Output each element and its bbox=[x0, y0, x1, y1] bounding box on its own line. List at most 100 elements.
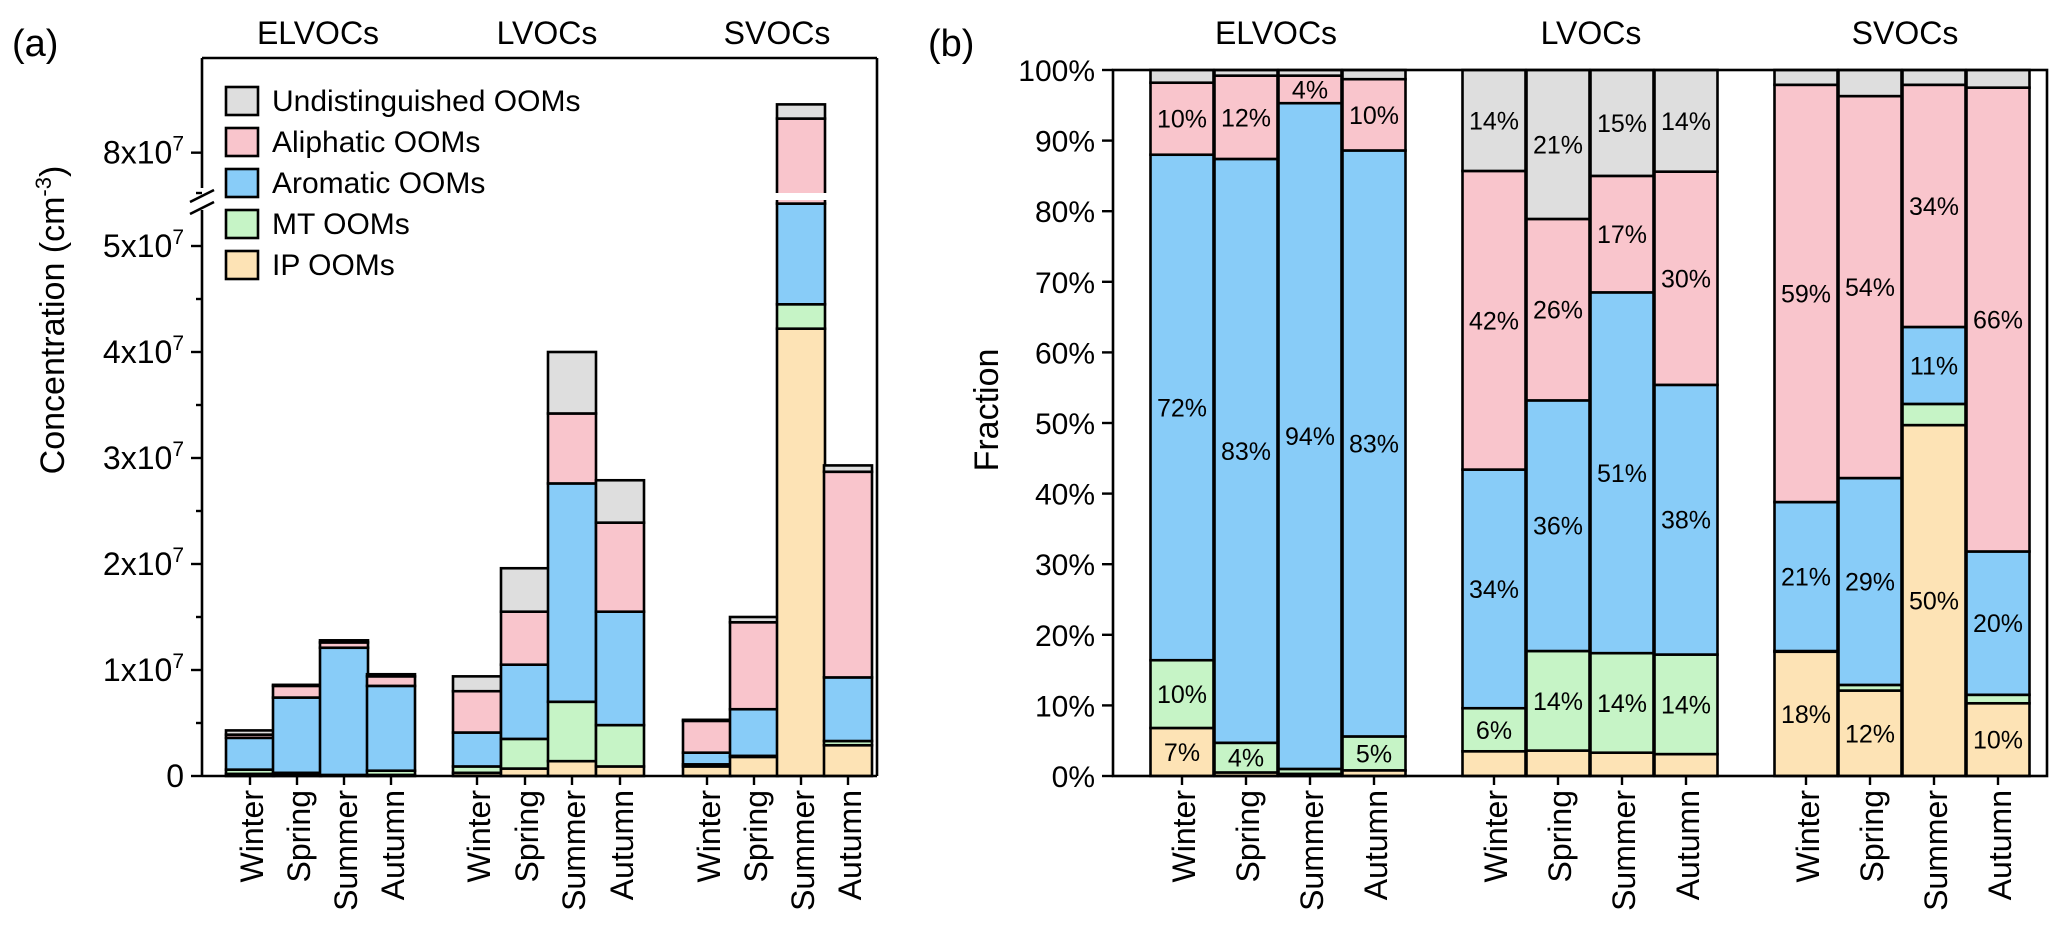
panel-b-data-label: 83% bbox=[1221, 438, 1271, 466]
panel-b-bar-segment-aliphatic bbox=[1341, 77, 1407, 152]
panel-b-data-label: 4% bbox=[1228, 745, 1264, 773]
panel-b-x-tick-label: Summer bbox=[1606, 790, 1642, 911]
legend-swatch-aromatic bbox=[224, 167, 260, 199]
panel-b-x-tick-label: Autumn bbox=[1982, 790, 2018, 900]
y-axis-title-close: ) bbox=[34, 166, 72, 177]
panel-a-bar-segment-undistinguished bbox=[365, 672, 417, 678]
panel-a-bar-segment-aliphatic bbox=[775, 117, 827, 205]
panel-b-data-label: 10% bbox=[1157, 106, 1207, 134]
panel-a-x-tick-label: Winter bbox=[234, 790, 270, 883]
panel-b-data-label: 14% bbox=[1661, 691, 1711, 719]
panel-b-data-label: 6% bbox=[1476, 717, 1512, 745]
panel-b-bar-segment-ip bbox=[1525, 749, 1591, 778]
panel-a-bar-segment-aromatic bbox=[499, 663, 551, 741]
panel-a-group-label: SVOCs bbox=[724, 15, 831, 51]
panel-a-y-tick-label: 3x107 bbox=[103, 438, 184, 476]
panel-a-x-tick-label: Winter bbox=[691, 790, 727, 883]
panel-a-bar-segment-aliphatic bbox=[822, 470, 874, 679]
panel-a-bar-segment-aromatic bbox=[451, 731, 503, 768]
panel-b-data-label: 72% bbox=[1157, 394, 1207, 422]
panel-a-bar-segment-aromatic bbox=[271, 696, 323, 775]
panel-b-y-tick-label: 80% bbox=[1035, 196, 1095, 229]
panel-b-x-tick-label: Autumn bbox=[1358, 790, 1394, 900]
panel-a-x-tick-label: Spring bbox=[281, 790, 317, 883]
panel-b-y-tick-label: 10% bbox=[1035, 690, 1095, 723]
panel-b-axes bbox=[1102, 68, 2049, 785]
y-tick-mantissa: 4x10 bbox=[103, 334, 172, 370]
panel-a-bar-segment-aromatic bbox=[822, 676, 874, 743]
panel-b-x-tick-label: Autumn bbox=[1670, 790, 1706, 900]
panel-a-x-tick-label: Autumn bbox=[375, 790, 411, 900]
panel-b-data-label: 18% bbox=[1781, 701, 1831, 729]
panel-a-bar-segment-undistinguished bbox=[499, 566, 551, 613]
panel-a-bar-segment-aliphatic bbox=[499, 610, 551, 667]
panel-b-data-label: 14% bbox=[1469, 107, 1519, 135]
panel-a-bar-segment-aromatic bbox=[594, 610, 646, 727]
panel-b-x-tick-label: Spring bbox=[1854, 790, 1890, 883]
panel-b-bar-segment-undistinguished bbox=[1589, 68, 1655, 178]
panel-b-data-label: 21% bbox=[1781, 564, 1831, 592]
panel-b-bar-segment-aliphatic bbox=[1525, 217, 1591, 402]
panel-a-bar-segment-aliphatic bbox=[451, 689, 503, 734]
panel-b-data-label: 34% bbox=[1469, 576, 1519, 604]
panel-b-text: ELVOCs 7% 10% 72% 10% Winter 4% 83% 12% Spring 94%… bbox=[1018, 15, 2023, 911]
panel-b-data-label: 51% bbox=[1597, 460, 1647, 488]
panel-b-bar-segment-ip bbox=[1461, 749, 1527, 778]
panel-b-data-label: 17% bbox=[1597, 221, 1647, 249]
panel-b-bar-segment-aromatic bbox=[1525, 399, 1591, 653]
panel-b-data-label: 10% bbox=[1973, 727, 2023, 755]
panel-a-bars bbox=[224, 103, 874, 778]
y-tick-exponent: 7 bbox=[172, 133, 184, 156]
panel-a-bar-segment-undistinguished bbox=[224, 729, 276, 736]
legend-label-aliphatic: Aliphatic OOMs bbox=[272, 126, 480, 159]
panel-b-data-label: 21% bbox=[1533, 131, 1583, 159]
panel-b-data-label: 10% bbox=[1157, 681, 1207, 709]
legend-label-aromatic: Aromatic OOMs bbox=[272, 167, 485, 200]
panel-b-y-tick-label: 90% bbox=[1035, 126, 1095, 159]
panel-b-bar-segment-aromatic bbox=[1901, 325, 1967, 406]
panel-b-y-tick-label: 50% bbox=[1035, 408, 1095, 441]
panel-a-bar-segment-undistinguished bbox=[594, 478, 646, 524]
panel-a-y-tick-label: 8x107 bbox=[103, 133, 184, 171]
y-tick-exponent: 7 bbox=[172, 226, 184, 249]
panel-b-data-label: 7% bbox=[1164, 739, 1200, 767]
panel-a-bar-segment-aromatic bbox=[681, 751, 733, 766]
panel-a-bar-segment-ip bbox=[822, 743, 874, 778]
panel-b-bar-segment-mt bbox=[1901, 402, 1967, 427]
panel-b-bar-segment-undistinguished bbox=[1965, 68, 2031, 89]
panel-b-bar-segment-aromatic bbox=[1653, 383, 1719, 656]
panel-b-x-tick-label: Summer bbox=[1294, 790, 1330, 911]
panel-b-bar-segment-aliphatic bbox=[1901, 83, 1967, 329]
panel-a-x-tick-label: Summer bbox=[556, 790, 592, 911]
panel-b-data-label: 42% bbox=[1469, 307, 1519, 335]
panel-b-bar-segment-undistinguished bbox=[1525, 68, 1591, 221]
legend-label-ip: IP OOMs bbox=[272, 249, 395, 282]
panel-b-bar-segment-undistinguished bbox=[1461, 68, 1527, 173]
panel-b-bar-segment-undistinguished bbox=[1341, 68, 1407, 81]
panel-a-y-tick-label: 4x107 bbox=[103, 332, 184, 370]
legend-swatch-aliphatic bbox=[224, 126, 260, 158]
panel-b-bar-segment-aromatic bbox=[1213, 157, 1279, 745]
panel-b-bar-segment-aromatic bbox=[1277, 101, 1343, 771]
panel-b-data-label: 94% bbox=[1285, 423, 1335, 451]
panel-a-bar-segment-undistinguished bbox=[775, 103, 827, 120]
panel-b-bar-segment-aliphatic bbox=[1837, 94, 1903, 480]
y-tick-exponent: 7 bbox=[172, 650, 184, 673]
panel-b-data-label: 29% bbox=[1845, 568, 1895, 596]
panel-b-y-tick-label: 60% bbox=[1035, 337, 1095, 370]
panel-b-data-label: 11% bbox=[1910, 352, 1958, 380]
panel-b-bars bbox=[1149, 68, 2031, 778]
panel-b-x-tick-label: Winter bbox=[1478, 790, 1514, 883]
panel-a-bar-segment-mt bbox=[546, 700, 598, 763]
panel-b-data-label: 54% bbox=[1845, 274, 1895, 302]
y-tick-mantissa: 3x10 bbox=[103, 440, 172, 476]
panel-b-bar-segment-ip bbox=[1965, 701, 2031, 778]
y-tick-exponent: 7 bbox=[172, 332, 184, 355]
panel-b-bar-segment-mt bbox=[1653, 653, 1719, 756]
panel-a-bar-segment-mt bbox=[775, 302, 827, 330]
panel-b-y-tick-label: 100% bbox=[1018, 55, 1095, 88]
panel-b-x-tick-label: Winter bbox=[1790, 790, 1826, 883]
panel-b-bar-segment-ip bbox=[1653, 752, 1719, 778]
panel-b-y-tick-label: 0% bbox=[1052, 761, 1095, 794]
